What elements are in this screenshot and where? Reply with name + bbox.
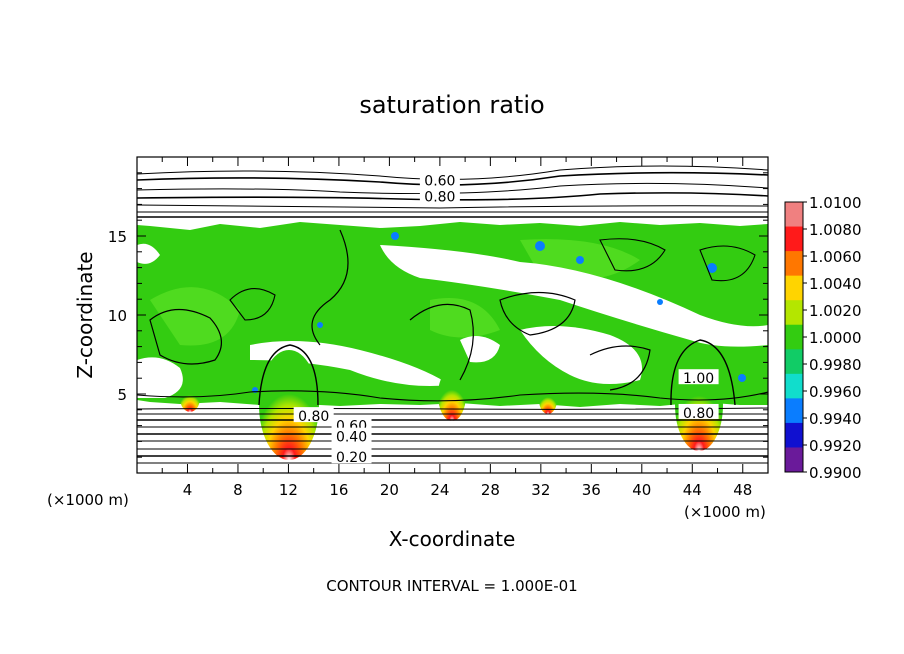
contour-label-bg <box>419 187 460 203</box>
x-tick-label: 20 <box>380 481 399 499</box>
colorbar-label: 1.0000 <box>809 329 862 347</box>
y-tick-label: 5 <box>117 386 127 404</box>
x-tick-label: 36 <box>582 481 601 499</box>
contour-label-bg <box>293 407 334 423</box>
colorbar-swatch <box>785 275 803 301</box>
colorbar-swatch <box>785 226 803 252</box>
x-tick-label: 32 <box>531 481 550 499</box>
colorbar-swatch <box>785 447 803 473</box>
x-tick-label: 24 <box>430 481 449 499</box>
x-tick-label: 40 <box>632 481 651 499</box>
colorbar-label: 0.9960 <box>809 383 862 401</box>
x-axis: 4 8 12 16 20 24 28 32 36 40 44 48 <box>161 157 752 499</box>
x-axis-label: X-coordinate <box>389 527 516 551</box>
colorbar-swatch <box>785 300 803 326</box>
colorbar-swatch <box>785 202 803 228</box>
y-axis-label: Z-coordinate <box>73 251 97 378</box>
x-tick-label: 48 <box>733 481 752 499</box>
contour-label: 0.60 <box>424 174 455 190</box>
contour-label: 0.80 <box>424 190 455 206</box>
x-unit-right: (×1000 m) <box>684 503 766 521</box>
clear-air-regions <box>137 243 768 398</box>
contour-interval-note: CONTOUR INTERVAL = 1.000E-01 <box>326 577 577 595</box>
contour-label-bg <box>678 403 719 419</box>
updraft-hotspot <box>438 369 466 421</box>
colorbar-label: 1.0040 <box>809 275 862 293</box>
colorbar-label: 0.9940 <box>809 410 862 428</box>
colorbar-label: 1.0020 <box>809 302 862 320</box>
colorbar-swatch <box>785 349 803 375</box>
x-tick-label: 28 <box>481 481 500 499</box>
y-axis: 5 10 15 <box>108 172 768 458</box>
contour-label: 0.80 <box>683 406 714 422</box>
colorbar-swatch <box>785 251 803 277</box>
x-tick-label: 8 <box>233 481 243 499</box>
x-tick-label: 12 <box>279 481 298 499</box>
contour-label-bg <box>419 171 460 187</box>
contour-label-bg <box>331 448 372 464</box>
chart-title: saturation ratio <box>359 91 544 119</box>
contour-labels: 0.600.800.800.600.400.200.801.00 <box>293 171 719 466</box>
colorbar-label: 0.9900 <box>809 464 862 482</box>
colorbar-swatch <box>785 324 803 350</box>
colorbar-swatch <box>785 398 803 424</box>
x-tick-label: 16 <box>329 481 348 499</box>
y-tick-label: 15 <box>108 228 127 246</box>
contour-label: 0.80 <box>298 409 329 425</box>
colorbar-label: 0.9920 <box>809 437 862 455</box>
colorbar-swatch <box>785 373 803 399</box>
x-tick-label: 44 <box>683 481 702 499</box>
contour-label: 1.00 <box>683 371 714 387</box>
x-unit-left: (×1000 m) <box>47 491 129 509</box>
colorbar-label: 1.0100 <box>809 194 862 212</box>
contour-label: 0.40 <box>336 430 367 446</box>
updraft-hotspot <box>180 384 200 412</box>
contour-label-bg <box>331 427 372 443</box>
colorbar-label: 0.9980 <box>809 356 862 374</box>
colorbar-swatch <box>785 422 803 448</box>
colorbar: 1.0100 1.0080 1.0060 1.0040 1.0020 1.0000 0.99… <box>784 194 862 482</box>
x-tick-label: 4 <box>183 481 193 499</box>
contour-label: 0.20 <box>336 450 367 466</box>
colorbar-label: 1.0060 <box>809 248 862 266</box>
plot-area: 0.600.800.800.600.400.200.801.00 <box>137 157 768 473</box>
colorbar-label: 1.0080 <box>809 221 862 239</box>
updraft-hotspot <box>259 350 319 460</box>
y-tick-label: 10 <box>108 307 127 325</box>
contour-lines <box>137 165 768 464</box>
contour-label-bg <box>678 369 719 385</box>
